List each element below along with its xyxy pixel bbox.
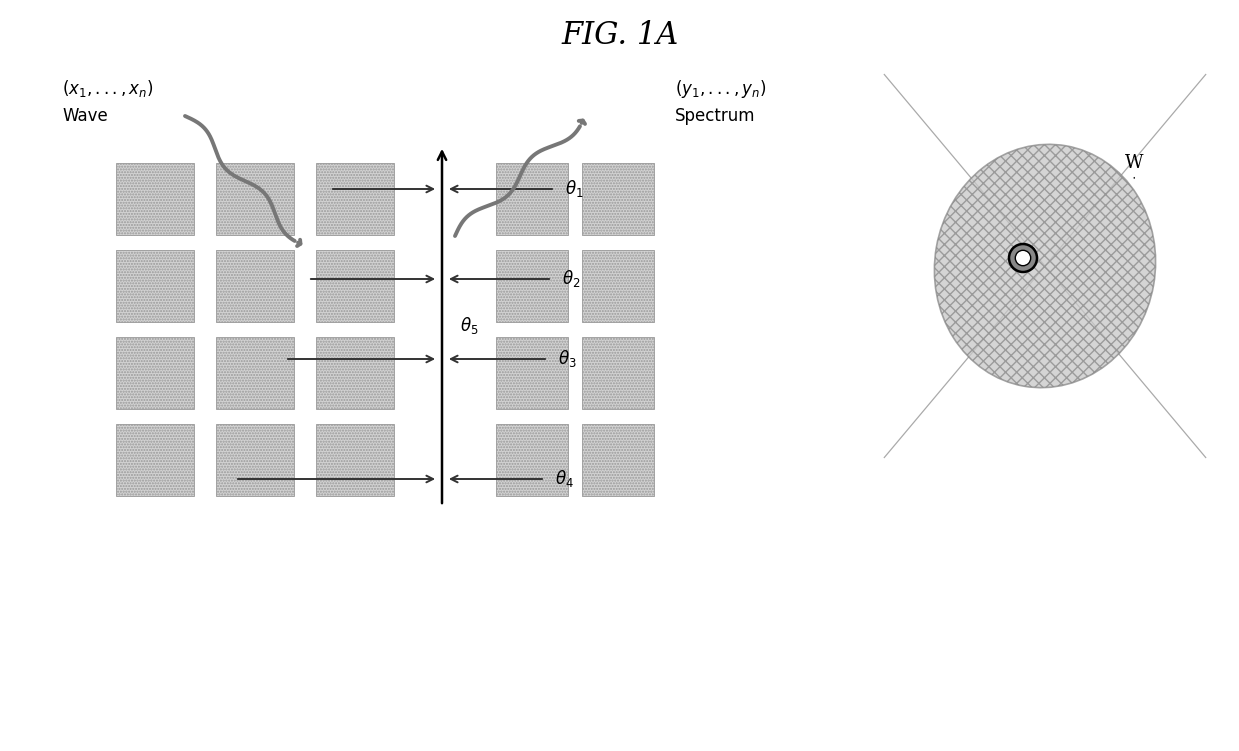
Bar bbox=[496, 424, 567, 496]
Bar bbox=[316, 424, 394, 496]
Bar bbox=[216, 163, 294, 235]
Bar bbox=[496, 250, 567, 322]
Text: FIG. 1A: FIG. 1A bbox=[561, 20, 679, 52]
Bar bbox=[316, 163, 394, 235]
Text: $(y_1,...,y_n)$: $(y_1,...,y_n)$ bbox=[675, 78, 767, 100]
Circle shape bbox=[1015, 250, 1031, 266]
Bar bbox=[116, 250, 195, 322]
Bar bbox=[316, 250, 394, 322]
Bar bbox=[316, 337, 394, 409]
Text: $\theta_2$: $\theta_2$ bbox=[563, 269, 580, 289]
Text: $(x_1,...,x_n)$: $(x_1,...,x_n)$ bbox=[62, 79, 154, 99]
Text: Wave: Wave bbox=[62, 107, 108, 125]
Bar bbox=[582, 163, 654, 235]
Bar bbox=[116, 163, 195, 235]
Text: $\theta_4$: $\theta_4$ bbox=[555, 469, 574, 490]
Text: Spectrum: Spectrum bbox=[675, 107, 756, 125]
Ellipse shape bbox=[934, 144, 1156, 388]
Bar bbox=[582, 337, 654, 409]
Bar bbox=[216, 424, 294, 496]
Bar bbox=[496, 337, 567, 409]
Text: $\theta_3$: $\theta_3$ bbox=[558, 348, 576, 369]
Circle shape bbox=[1009, 244, 1037, 272]
Bar bbox=[496, 163, 567, 235]
Bar bbox=[582, 250, 654, 322]
Bar bbox=[216, 250, 294, 322]
Text: $\theta_1$: $\theta_1$ bbox=[565, 179, 584, 200]
Bar bbox=[582, 424, 654, 496]
Bar bbox=[116, 424, 195, 496]
Text: W: W bbox=[1125, 154, 1144, 178]
Bar bbox=[216, 337, 294, 409]
Text: $\theta_5$: $\theta_5$ bbox=[460, 315, 478, 336]
Bar bbox=[116, 337, 195, 409]
